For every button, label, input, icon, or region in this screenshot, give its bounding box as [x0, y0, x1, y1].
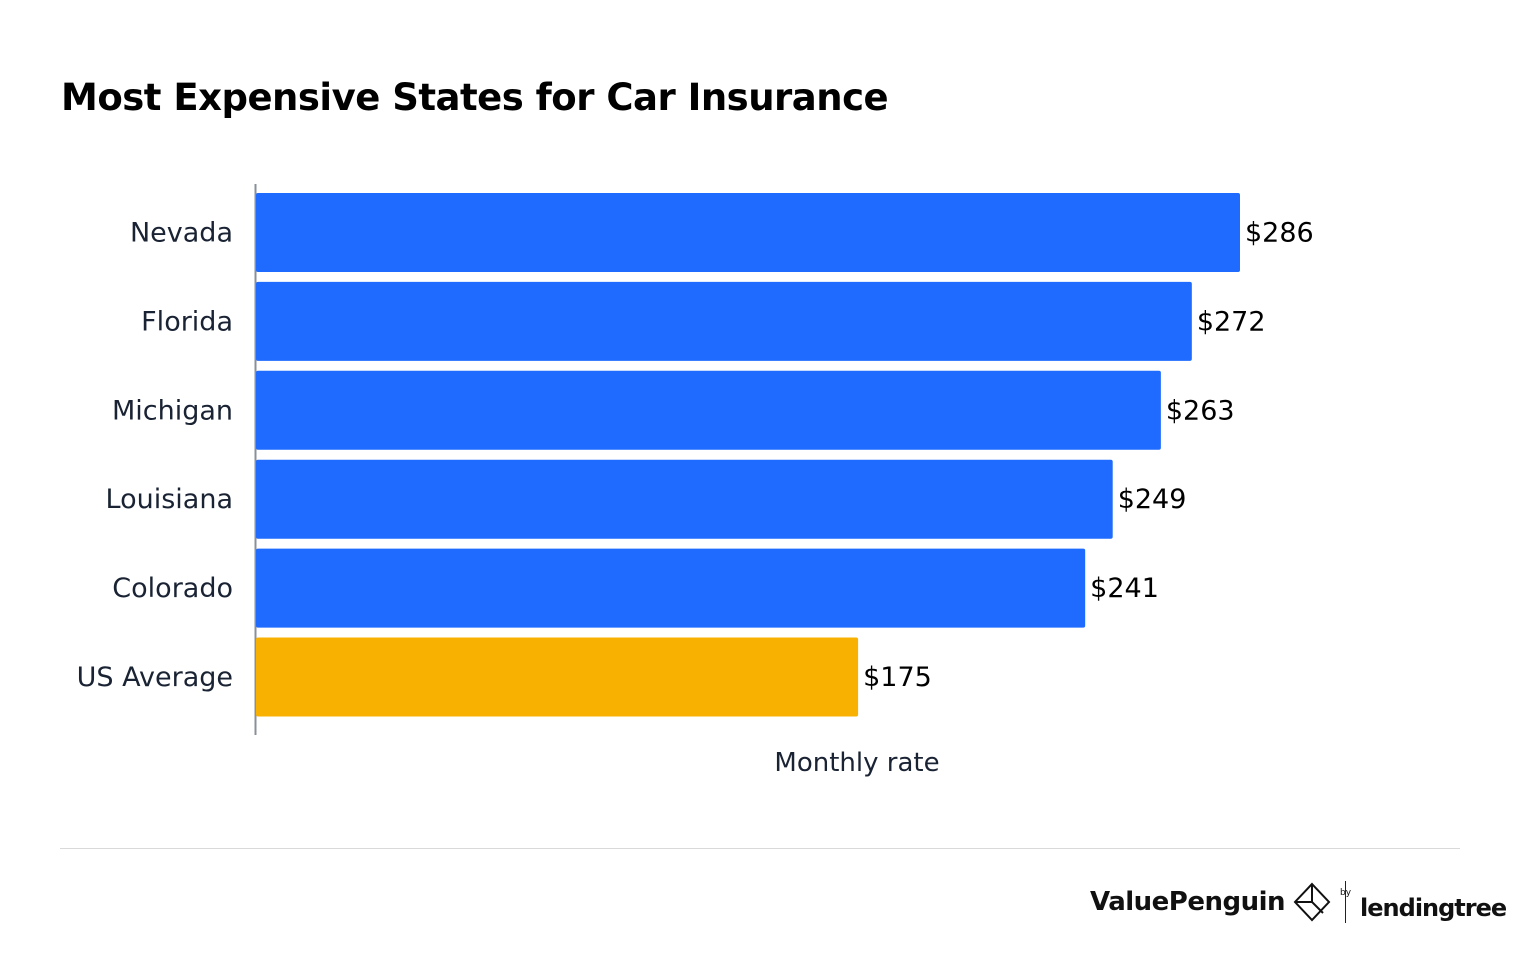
- category-label: Louisiana: [106, 484, 233, 515]
- category-label: Florida: [141, 306, 233, 337]
- logo-separator: [1345, 881, 1347, 923]
- data-label: $272: [1197, 306, 1266, 337]
- bar-us-average: [256, 637, 859, 717]
- bar-colorado: [256, 548, 1086, 628]
- category-label: Michigan: [112, 395, 233, 426]
- chart-title: Most Expensive States for Car Insurance: [61, 76, 889, 119]
- lendingtree-wordmark: lendingtree: [1360, 894, 1507, 922]
- category-label: US Average: [77, 662, 233, 693]
- data-label: $241: [1090, 573, 1159, 604]
- data-label: $175: [863, 662, 932, 693]
- data-label: $286: [1245, 218, 1314, 249]
- category-label: Nevada: [130, 218, 233, 249]
- valuepenguin-lendingtree-logo: ValuePenguin by lendingtree: [1090, 878, 1507, 926]
- bar-chart: Nevada $286 Florida $272 Michigan $263 Louisia…: [77, 184, 1314, 778]
- bar-florida: [256, 281, 1192, 361]
- data-label: $263: [1166, 395, 1235, 426]
- footer-divider: [60, 848, 1460, 849]
- bar-louisiana: [256, 459, 1113, 539]
- by-text: by: [1340, 888, 1352, 898]
- bar-michigan: [256, 370, 1161, 450]
- x-axis-label: Monthly rate: [774, 748, 939, 778]
- valuepenguin-wordmark: ValuePenguin: [1090, 887, 1286, 917]
- data-label: $249: [1118, 484, 1187, 515]
- category-label: Colorado: [112, 573, 233, 604]
- valuepenguin-diamond-icon: [1293, 882, 1331, 922]
- bar-nevada: [256, 193, 1240, 272]
